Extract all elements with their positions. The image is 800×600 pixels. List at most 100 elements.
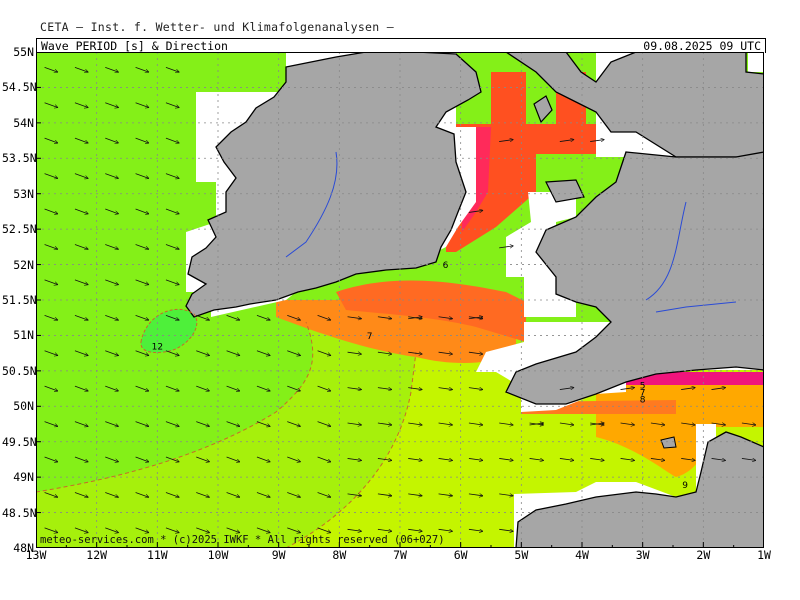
wave-direction-arrow — [408, 388, 422, 390]
wave-direction-arrow — [135, 350, 149, 356]
wave-direction-arrow — [135, 173, 149, 179]
wave-direction-arrow — [44, 244, 58, 249]
wave-direction-arrow — [135, 492, 149, 497]
wave-direction-arrow — [408, 317, 422, 319]
wave-direction-arrow — [74, 492, 88, 497]
land-isle-of-man — [533, 95, 553, 124]
x-tick-label: 13W — [25, 548, 47, 562]
wave-direction-arrow — [74, 244, 88, 249]
wave-direction-arrow — [165, 208, 179, 214]
wave-direction-arrow — [468, 494, 483, 496]
wave-direction-arrow — [408, 423, 422, 425]
wave-direction-arrow — [408, 494, 422, 496]
x-tick-label: 9W — [271, 548, 286, 562]
y-tick-label: 52.5N — [2, 222, 37, 237]
land-brittany — [515, 431, 764, 548]
y-tick-label: 52N — [13, 257, 34, 272]
wave-direction-arrow — [74, 456, 88, 462]
x-tick-label: 11W — [146, 548, 168, 562]
wave-direction-arrow — [287, 456, 300, 462]
wave-direction-arrow — [105, 244, 118, 249]
wave-direction-arrow — [165, 314, 179, 320]
wave-direction-arrow — [408, 458, 422, 460]
wave-direction-arrow — [165, 102, 179, 108]
wave-direction-arrow — [650, 458, 665, 460]
y-tick-label: 50.5N — [2, 363, 37, 378]
wave-direction-arrow — [135, 456, 149, 462]
wave-direction-arrow — [347, 388, 362, 390]
graticule — [36, 52, 764, 548]
wave-direction-arrow — [135, 208, 149, 214]
wave-direction-arrow — [44, 137, 58, 143]
wave-direction-arrow — [681, 423, 695, 425]
wave-direction-arrow — [256, 527, 270, 533]
wave-direction-arrow — [287, 350, 300, 356]
y-tick-label: 53.5N — [2, 151, 37, 166]
wave-direction-arrow — [165, 492, 179, 497]
wave-direction-arrows — [44, 66, 756, 533]
contour-label: 6 — [443, 261, 449, 271]
wave-direction-arrow — [196, 421, 209, 427]
wave-direction-arrow — [408, 529, 422, 531]
wave-direction-arrow — [105, 527, 118, 533]
wave-direction-arrow — [468, 352, 483, 354]
wave-direction-arrow — [499, 494, 513, 496]
wave-direction-arrow — [135, 527, 149, 533]
wave-direction-arrow — [468, 458, 483, 460]
wave-direction-arrow — [317, 527, 331, 533]
wave-direction-arrow — [287, 385, 300, 391]
wave-direction-arrow — [287, 527, 300, 533]
wave-direction-arrow — [44, 314, 58, 320]
y-tick-label: 49.5N — [2, 434, 37, 449]
x-tick-label: 1W — [757, 548, 771, 562]
wave-direction-arrow — [377, 529, 392, 531]
wave-direction-arrow — [196, 350, 209, 356]
wave-direction-arrow — [196, 385, 209, 391]
wave-direction-arrow — [74, 102, 88, 108]
wave-direction-arrow — [226, 456, 240, 462]
wave-direction-arrow — [377, 388, 392, 390]
wave-direction-arrow — [256, 456, 270, 462]
wave-direction-arrow — [317, 350, 331, 356]
wave-direction-arrow — [74, 66, 88, 72]
wave-direction-arrow — [408, 352, 422, 354]
wave-direction-arrow — [226, 492, 240, 497]
wave-direction-arrow — [681, 388, 695, 390]
land-england-wales — [505, 151, 764, 405]
wave-direction-arrow — [165, 385, 179, 391]
wave-direction-arrow — [105, 314, 118, 320]
wave-direction-arrow — [559, 140, 574, 142]
wave-direction-arrow — [226, 527, 240, 533]
x-tick-label: 10W — [207, 548, 229, 562]
wave-direction-arrow — [105, 350, 118, 356]
y-tick-label: 54N — [13, 115, 34, 130]
wave-direction-arrow — [105, 102, 118, 108]
wave-direction-arrow — [165, 137, 179, 143]
wave-direction-arrow — [44, 350, 58, 356]
wave-direction-arrow — [438, 352, 453, 354]
wave-direction-arrow — [256, 385, 270, 391]
wave-direction-arrow — [105, 173, 118, 179]
wave-direction-arrow — [620, 458, 635, 460]
valid-time: 09.08.2025 09 UTC — [643, 39, 761, 53]
period-field-6 — [336, 280, 526, 342]
y-tick-label: 51.5N — [2, 293, 37, 307]
wave-direction-arrow — [256, 350, 270, 356]
wave-direction-arrow — [499, 529, 513, 531]
wave-direction-arrow — [165, 350, 179, 356]
wave-direction-arrow — [711, 423, 726, 425]
wave-direction-arrow — [468, 529, 483, 531]
river-shannon — [285, 151, 338, 258]
wave-direction-arrow — [438, 317, 453, 319]
river-severn — [645, 201, 687, 301]
map-frame — [36, 52, 764, 548]
wave-direction-arrow — [317, 456, 331, 462]
contour-label: 9 — [682, 481, 688, 491]
wave-direction-arrow — [135, 66, 149, 72]
wave-direction-arrow — [347, 317, 362, 319]
header-org: CETA – Inst. f. Wetter- und Klimafolgena… — [40, 20, 394, 34]
wave-direction-arrow — [226, 385, 240, 391]
wave-direction-arrow — [377, 352, 392, 354]
y-tick-label: 48N — [13, 541, 34, 555]
